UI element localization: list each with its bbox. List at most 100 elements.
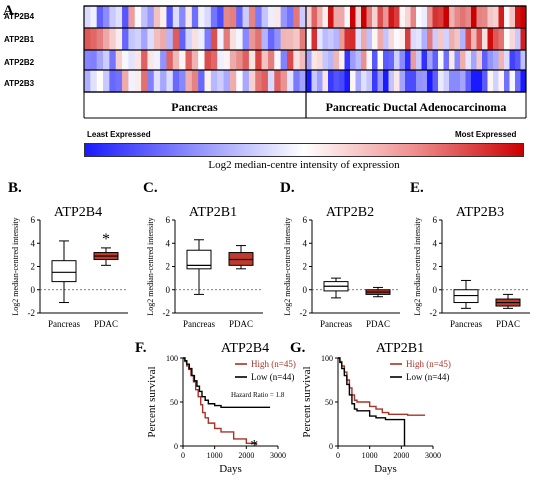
x-category-label: PDAC [94,319,118,329]
heatmap-cell [109,28,117,50]
heatmap-cell [267,28,275,50]
heatmap-cell [153,70,161,92]
significance-marker: * [102,231,110,248]
x-tick-label: 1000 [207,451,223,460]
heatmap-cell [84,6,91,28]
y-tick-label: 0 [329,442,333,451]
heatmap-cell [115,6,123,28]
heatmap-cell [322,28,329,50]
heatmap-cell [191,28,199,50]
y-tick-label: -2 [430,308,438,318]
heatmap-cell [399,50,406,70]
x-category-label: PDAC [229,319,253,329]
heatmap-cell [344,50,351,70]
boxplot-panels: B. ATP2B4 Log2 median-centred intensity -2 0… [8,180,530,329]
heatmap-cell [355,28,362,50]
heatmap-cell [366,6,373,28]
heatmap-cell [179,28,186,50]
heatmap-cell [286,28,294,50]
heatmap-cell [377,50,384,70]
heatmap-cell [333,6,340,28]
heatmap-cell [311,28,318,50]
heatmap-cell [141,6,148,28]
y-tick-label: 4 [433,238,438,248]
x-tick-label: 0 [181,451,185,460]
x-tick-label: 0 [336,451,340,460]
heatmap-cell [293,6,300,28]
heatmap-cell [350,28,356,50]
heatmap-cell [355,6,362,28]
heatmap-cell [410,6,417,28]
heatmap-cell [416,50,422,70]
heatmap-cell [261,70,269,92]
heatmap-cell [103,50,110,70]
heatmap-cell [204,70,212,92]
heatmap-cell [185,50,193,70]
heatmap-cell [210,6,218,28]
heatmap-cell [210,28,218,50]
heatmap-cell [465,70,472,92]
heatmap-cell [267,6,275,28]
heatmap-cell [498,70,505,92]
x-tick-label: 3000 [270,451,286,460]
y-tick-label: 2 [166,262,171,272]
heatmap-cell [128,70,136,92]
heatmap-cell [460,28,466,50]
y-tick-label: 0 [433,285,438,295]
heatmap-cell [198,70,205,92]
heatmap-cell [299,70,307,92]
heatmap-cell [405,70,411,92]
y-tick-label: 6 [31,215,36,225]
heatmap-cell [427,6,433,28]
heatmap-cell [274,50,281,70]
heatmap-cell [128,28,136,50]
heatmap-cell [471,28,477,50]
heatmap-cell [280,28,288,50]
panel-label: F. [135,340,147,356]
heatmap-cell [410,50,417,70]
boxplot-title: ATP2B1 [189,205,237,220]
heatmap-cell [255,50,262,70]
heatmap-cell [229,70,237,92]
heatmap-cell [487,70,494,92]
boxplot-title: ATP2B4 [54,205,102,220]
heatmap-cell [84,70,91,92]
heatmap-cell [274,70,281,92]
heatmap-cell [223,28,231,50]
heatmap-cell [217,6,224,28]
heatmap-cell [350,50,356,70]
heatmap-cell [498,28,505,50]
heatmap-cell [454,28,461,50]
y-tick-label: 4 [31,238,36,248]
heatmap-cell [372,50,378,70]
heatmap-cell [361,28,367,50]
survival-curve-low [338,357,406,446]
heatmap-cell [333,50,340,70]
x-tick-label: 3000 [425,451,441,460]
heatmap-cell [449,28,455,50]
heatmap-cell [122,28,129,50]
heatmap-cell [103,28,110,50]
heatmap-cell [248,6,256,28]
survival-curve-high [338,357,426,416]
heatmap-cell [344,28,351,50]
heatmap-cell [399,70,406,92]
heatmap-cell [449,6,455,28]
heatmap-cell [311,70,318,92]
heatmap-cell [504,70,510,92]
heatmap-border [83,5,527,93]
heatmap-cell [339,70,345,92]
y-axis-label: Log2 median-centred intensity [283,217,292,315]
y-tick-label: 0 [166,285,171,295]
heatmap-cell [306,50,312,70]
heatmap-cell [248,28,256,50]
heatmap-cell [427,28,433,50]
heatmap-cell [405,28,411,50]
heatmap-cell [217,28,224,50]
heatmap-cell [255,6,262,28]
heatmap-cell [322,6,329,28]
heatmap-cell [134,28,142,50]
heatmap-cell [465,28,472,50]
heatmap-cell [493,6,499,28]
heatmap-cell [147,28,155,50]
